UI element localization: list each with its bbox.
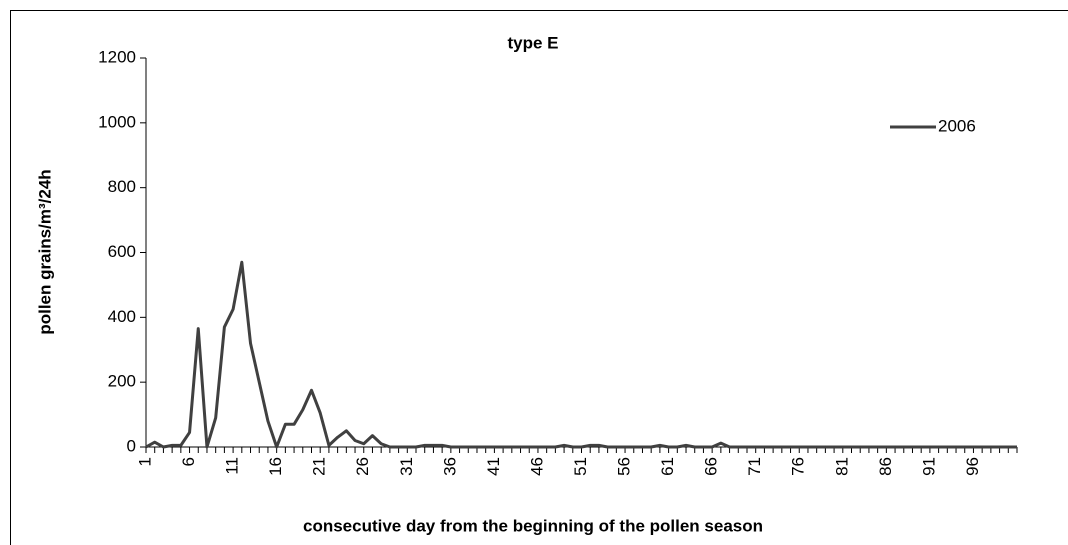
y-tick-label: 800: [108, 177, 136, 196]
y-tick-label: 0: [127, 436, 136, 455]
x-tick-label: 81: [832, 457, 851, 476]
y-axis-label: pollen grains/m³/24h: [35, 169, 54, 334]
series-line: [145, 260, 1017, 449]
y-tick-label: 600: [108, 242, 136, 261]
y-tick-label: 200: [108, 372, 136, 391]
x-tick-label: 91: [919, 457, 938, 476]
x-tick-label: 96: [963, 457, 982, 476]
chart-title: type E: [507, 33, 558, 52]
x-tick-label: 11: [223, 457, 242, 475]
x-tick-label: 86: [876, 457, 895, 476]
legend-label: 2006: [938, 116, 976, 135]
y-tick-label: 1200: [98, 47, 136, 66]
x-tick-label: 66: [702, 457, 721, 476]
x-tick-label: 76: [789, 457, 808, 476]
x-tick-label: 21: [310, 457, 329, 476]
x-tick-label: 61: [658, 457, 677, 476]
x-tick-label: 71: [745, 457, 764, 476]
x-tick-label: 31: [397, 457, 416, 476]
y-tick-label: 1000: [98, 112, 136, 131]
x-tick-label: 6: [179, 457, 198, 466]
x-tick-label: 1: [135, 457, 154, 466]
x-tick-label: 16: [266, 457, 285, 476]
x-tick-label: 26: [353, 457, 372, 476]
x-tick-label: 41: [484, 457, 503, 476]
x-tick-label: 56: [615, 457, 634, 476]
y-tick-label: 400: [108, 307, 136, 326]
x-tick-label: 36: [440, 457, 459, 476]
chart-frame: [10, 10, 1068, 545]
x-axis-label: consecutive day from the beginning of th…: [303, 516, 763, 535]
x-tick-label: 51: [571, 457, 590, 476]
x-tick-label: 46: [527, 457, 546, 476]
